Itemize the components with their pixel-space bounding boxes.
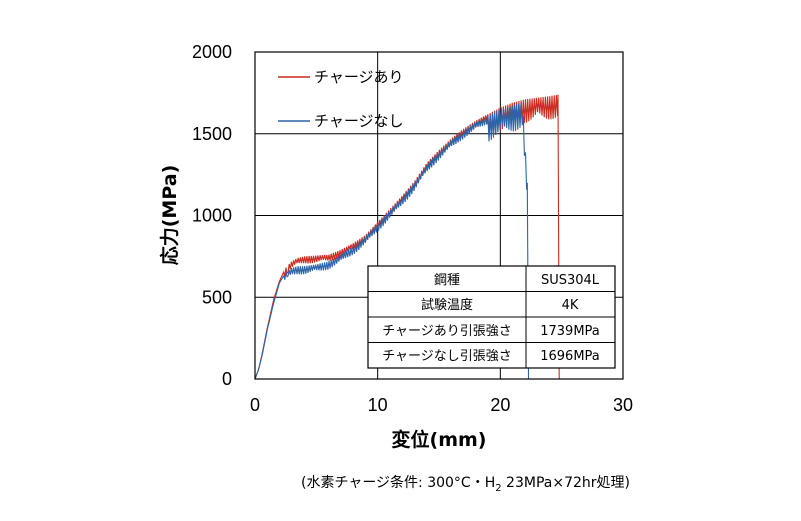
plot-frame	[254, 51, 624, 380]
x-tick-label: 20	[490, 395, 510, 415]
table-label-uncharged-strength: チャージなし引張強さ	[382, 349, 512, 364]
y-tick-label: 1000	[192, 206, 232, 226]
footnote-subscript: 2	[495, 483, 501, 494]
x-tick-labels: 0 10 20 30	[250, 395, 633, 415]
footnote-after-subscript: 23MPa×72hr処理)	[502, 475, 630, 491]
table-label-charged-strength: チャージあり引張強さ	[382, 324, 512, 339]
legend-label-charged: チャージあり	[314, 68, 404, 86]
table-value-temperature: 4K	[562, 298, 579, 313]
series-layer	[254, 94, 560, 380]
series-line-1	[254, 102, 530, 380]
y-tick-label: 1500	[192, 124, 232, 144]
x-tick-label: 30	[613, 395, 633, 415]
y-tick-labels: 0 500 1000 1500 2000	[192, 42, 232, 389]
y-axis-title: 応力(MPa)	[158, 165, 181, 266]
table-value-steel: SUS304L	[541, 273, 600, 288]
y-tick-label: 0	[222, 369, 232, 389]
footnote: (水素チャージ条件: 300°C・H2 23MPa×72hr処理)	[301, 474, 630, 494]
x-tick-label: 10	[368, 395, 388, 415]
table-label-temperature: 試験温度	[421, 297, 473, 313]
legend-label-uncharged: チャージなし	[314, 112, 404, 130]
table-value-uncharged-strength: 1696MPa	[540, 349, 600, 364]
info-table: 鋼種 SUS304L 試験温度 4K チャージあり引張強さ 1739MPa チャ…	[367, 265, 616, 369]
x-tick-label: 0	[250, 395, 260, 415]
y-tick-label: 500	[202, 287, 232, 307]
y-tick-label: 2000	[192, 42, 232, 62]
legend: チャージあり チャージなし	[278, 68, 404, 130]
table-label-steel: 鋼種	[434, 272, 460, 288]
footnote-before-subscript: (水素チャージ条件: 300°C・H	[301, 474, 495, 491]
table-value-charged-strength: 1739MPa	[540, 324, 600, 339]
x-axis-title: 変位(mm)	[392, 428, 487, 451]
